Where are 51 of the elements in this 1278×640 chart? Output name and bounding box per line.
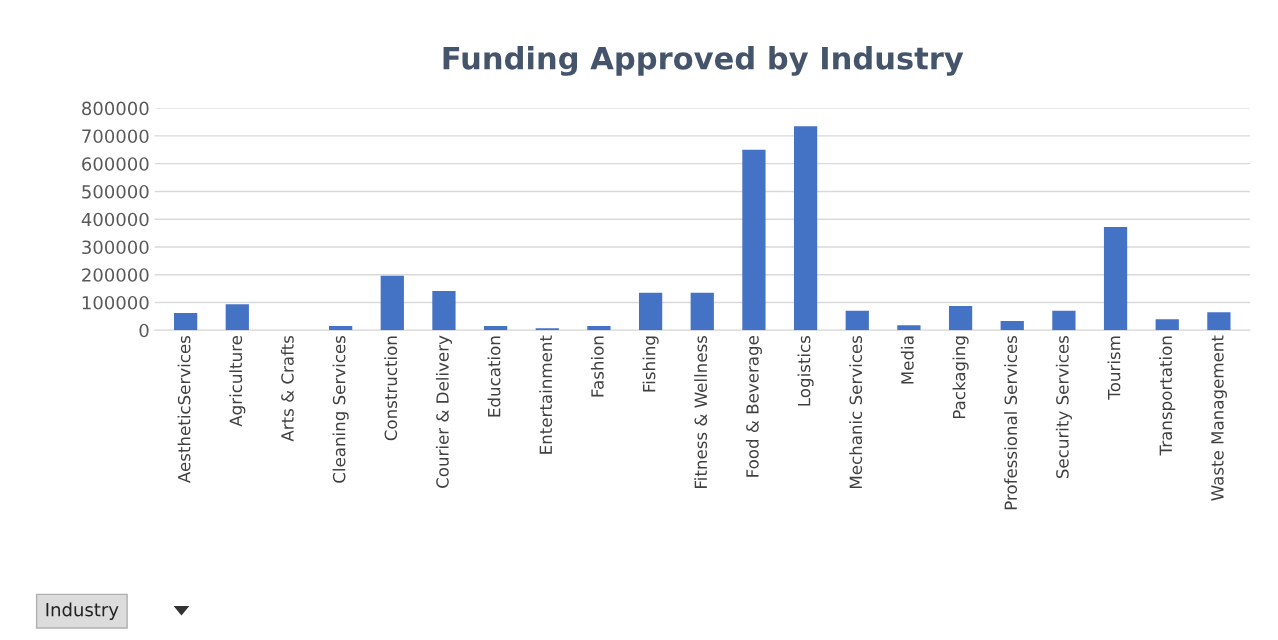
x-tick-label: Arts & Crafts bbox=[280, 335, 294, 442]
bar bbox=[1052, 310, 1076, 331]
bar bbox=[1103, 226, 1128, 331]
x-tick-label: Tourism bbox=[1107, 336, 1121, 400]
x-tick-label: Fitness & Wellness bbox=[694, 335, 708, 488]
x-tick-label: Professional Services bbox=[1004, 335, 1018, 510]
x-tick-label: Construction bbox=[384, 336, 398, 441]
x-tick-label: Packaging bbox=[952, 336, 969, 419]
x-tick-label: Mechanic Services bbox=[849, 335, 863, 488]
y-tick-label: 800000 bbox=[82, 101, 149, 116]
text: Industry bbox=[46, 602, 119, 620]
x-tick-label: Fishing bbox=[642, 336, 659, 392]
x-tick-label: Courier & Delivery bbox=[435, 335, 453, 488]
bar bbox=[587, 326, 611, 331]
x-tick-label: Cleaning Services bbox=[332, 335, 349, 483]
y-tick-label: 400000 bbox=[81, 212, 149, 227]
y-tick-label: 100000 bbox=[82, 295, 149, 310]
x-tick-label: AestheticServices bbox=[177, 335, 191, 483]
y-tick-label: 600000 bbox=[82, 157, 149, 171]
bar bbox=[690, 292, 714, 331]
y-tick-label: 200000 bbox=[82, 268, 149, 282]
x-tick-label: Waste Management bbox=[1211, 335, 1227, 501]
chart-title: Funding Approved by Industry bbox=[443, 46, 964, 76]
y-tick-label: 0 bbox=[139, 323, 149, 338]
bar bbox=[793, 126, 818, 331]
bar bbox=[432, 291, 456, 331]
bar bbox=[948, 306, 973, 331]
y-tick-label: 700000 bbox=[82, 129, 149, 144]
bar bbox=[742, 149, 766, 331]
x-tick-label: Food & Beverage bbox=[745, 336, 762, 477]
bar bbox=[845, 310, 869, 331]
y-tick-label: 300000 bbox=[82, 240, 149, 255]
bar bbox=[638, 292, 663, 331]
x-tick-label: Agriculture bbox=[229, 335, 246, 427]
x-tick-label: Logistics bbox=[797, 335, 814, 406]
bar bbox=[1207, 312, 1231, 331]
x-tick-label: Security Services bbox=[1055, 335, 1072, 479]
x-tick-label: Fashion bbox=[590, 336, 604, 397]
y-tick-label: 500000 bbox=[82, 184, 149, 199]
x-tick-label: Transportation bbox=[1159, 336, 1176, 456]
bar bbox=[174, 313, 198, 331]
x-tick-label: Media bbox=[900, 336, 914, 384]
bar bbox=[897, 325, 921, 331]
bar bbox=[483, 326, 508, 331]
x-tick-label: Education bbox=[487, 336, 501, 417]
bar bbox=[329, 326, 353, 331]
bar bbox=[225, 304, 249, 331]
bar bbox=[380, 275, 404, 331]
bar bbox=[1155, 319, 1179, 331]
bar bbox=[1000, 321, 1024, 331]
x-tick-label: Entertainment bbox=[539, 335, 553, 454]
